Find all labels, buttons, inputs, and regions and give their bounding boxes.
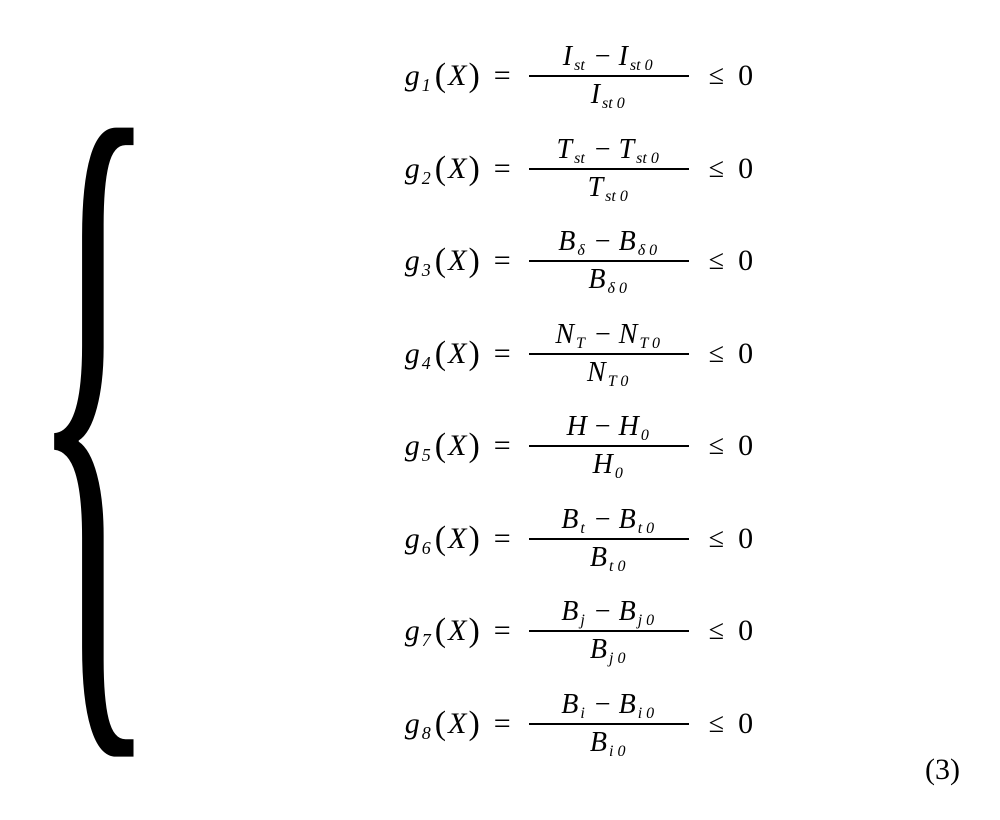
denominator: NT 0 <box>579 355 638 391</box>
argument: X <box>448 59 466 93</box>
argument: X <box>448 522 466 556</box>
zero: 0 <box>738 152 753 186</box>
le-sign: ≤ <box>695 245 738 277</box>
denominator: Tst 0 <box>580 170 638 206</box>
function-name: g6 <box>405 522 433 556</box>
le-sign: ≤ <box>695 60 738 92</box>
equals-sign: = <box>482 244 523 278</box>
equals-sign: = <box>482 522 523 556</box>
le-sign: ≤ <box>695 430 738 462</box>
close-paren: ) <box>466 520 481 558</box>
constraint-row: g4(X)=NT−NT 0NT 0≤0 <box>405 310 753 398</box>
close-paren: ) <box>466 612 481 650</box>
open-paren: ( <box>433 612 448 650</box>
fraction: H−H0H0 <box>529 409 689 483</box>
argument: X <box>448 429 466 463</box>
close-paren: ) <box>466 150 481 188</box>
constraint-row: g5(X)=H−H0H0≤0 <box>405 402 753 490</box>
constraint-row: g6(X)=Bt−Bt 0Bt 0≤0 <box>405 495 753 583</box>
equation-number: (3) <box>925 753 960 787</box>
function-name: g7 <box>405 614 433 648</box>
numerator: Bj−Bj 0 <box>553 594 664 630</box>
open-paren: ( <box>433 242 448 280</box>
equation-list: g1(X)=Ist−Ist 0Ist 0≤0g2(X)=Tst−Tst 0Tst… <box>405 20 753 780</box>
zero: 0 <box>738 614 753 648</box>
le-sign: ≤ <box>695 153 738 185</box>
equals-sign: = <box>482 152 523 186</box>
fraction: Tst−Tst 0Tst 0 <box>529 132 689 206</box>
argument: X <box>448 152 466 186</box>
numerator: H−H0 <box>559 409 659 445</box>
close-paren: ) <box>466 705 481 743</box>
constraint-row: g7(X)=Bj−Bj 0Bj 0≤0 <box>405 587 753 675</box>
function-name: g3 <box>405 244 433 278</box>
equals-sign: = <box>482 429 523 463</box>
open-paren: ( <box>433 520 448 558</box>
left-brace: { <box>30 20 158 780</box>
zero: 0 <box>738 429 753 463</box>
function-name: g1 <box>405 59 433 93</box>
le-sign: ≤ <box>695 523 738 555</box>
denominator: Bi 0 <box>582 725 636 761</box>
equals-sign: = <box>482 707 523 741</box>
argument: X <box>448 244 466 278</box>
equals-sign: = <box>482 337 523 371</box>
fraction: Ist−Ist 0Ist 0 <box>529 39 689 113</box>
fraction: Bj−Bj 0Bj 0 <box>529 594 689 668</box>
constraint-row: g8(X)=Bi−Bi 0Bi 0≤0 <box>405 680 753 768</box>
fraction: NT−NT 0NT 0 <box>529 317 689 391</box>
fraction: Bi−Bi 0Bi 0 <box>529 687 689 761</box>
function-name: g5 <box>405 429 433 463</box>
equation-system: { g1(X)=Ist−Ist 0Ist 0≤0g2(X)=Tst−Tst 0T… <box>30 20 753 780</box>
close-paren: ) <box>466 242 481 280</box>
zero: 0 <box>738 522 753 556</box>
open-paren: ( <box>433 335 448 373</box>
denominator: Bt 0 <box>582 540 636 576</box>
numerator: Tst−Tst 0 <box>549 132 669 168</box>
numerator: Bi−Bi 0 <box>553 687 664 723</box>
zero: 0 <box>738 244 753 278</box>
argument: X <box>448 707 466 741</box>
denominator: Bδ 0 <box>580 262 637 298</box>
fraction: Bt−Bt 0Bt 0 <box>529 502 689 576</box>
le-sign: ≤ <box>695 708 738 740</box>
argument: X <box>448 337 466 371</box>
constraint-row: g1(X)=Ist−Ist 0Ist 0≤0 <box>405 32 753 120</box>
denominator: Ist 0 <box>583 77 635 113</box>
open-paren: ( <box>433 150 448 188</box>
open-paren: ( <box>433 427 448 465</box>
function-name: g2 <box>405 152 433 186</box>
le-sign: ≤ <box>695 338 738 370</box>
zero: 0 <box>738 337 753 371</box>
denominator: Bj 0 <box>582 632 636 668</box>
close-paren: ) <box>466 335 481 373</box>
close-paren: ) <box>466 427 481 465</box>
numerator: Ist−Ist 0 <box>555 39 663 75</box>
zero: 0 <box>738 59 753 93</box>
denominator: H0 <box>585 447 633 483</box>
numerator: NT−NT 0 <box>547 317 670 353</box>
close-paren: ) <box>466 57 481 95</box>
numerator: Bt−Bt 0 <box>553 502 664 538</box>
zero: 0 <box>738 707 753 741</box>
function-name: g8 <box>405 707 433 741</box>
open-paren: ( <box>433 57 448 95</box>
argument: X <box>448 614 466 648</box>
constraint-row: g2(X)=Tst−Tst 0Tst 0≤0 <box>405 125 753 213</box>
equals-sign: = <box>482 59 523 93</box>
function-name: g4 <box>405 337 433 371</box>
fraction: Bδ−Bδ 0Bδ 0 <box>529 224 689 298</box>
open-paren: ( <box>433 705 448 743</box>
le-sign: ≤ <box>695 615 738 647</box>
equals-sign: = <box>482 614 523 648</box>
constraint-row: g3(X)=Bδ−Bδ 0Bδ 0≤0 <box>405 217 753 305</box>
numerator: Bδ−Bδ 0 <box>550 224 667 260</box>
